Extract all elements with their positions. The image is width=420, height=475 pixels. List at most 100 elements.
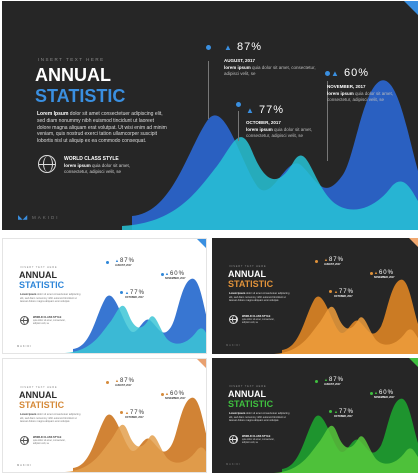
stat-percent: ▲ 87% (224, 41, 319, 53)
wave-chart (122, 80, 418, 230)
slide-corner (197, 239, 206, 248)
stat-date: AUGUST, 2017 (324, 263, 341, 266)
body-text: Lorem Ipsum dolor sit amet consectetuer … (229, 292, 291, 303)
drop-icon: ▲ (334, 289, 339, 294)
stat-date: OCTOBER, 2017 (246, 120, 281, 125)
drop-icon: ▲ (115, 378, 120, 383)
feature-title: WORLD CLASS STYLE (33, 436, 62, 439)
stat-60: ▲60% NOVEMBER, 2017 (374, 270, 416, 279)
slide-thumb-dark-green[interactable]: INSERT TEXT HERE ANNUAL STATISTIC Lorem … (212, 358, 418, 473)
body-bold: Lorem Ipsum (229, 412, 246, 415)
stat-date: NOVEMBER, 2017 (374, 276, 395, 279)
stat-text: lorem ipsum quia dolor sit amet, consect… (246, 127, 336, 139)
stat-percent-value: 60% (378, 270, 394, 276)
body-rest: dolor sit amet consectetuer adipiscing e… (229, 412, 290, 422)
stat-dot-77 (329, 290, 332, 293)
footer-brand: MAKIDI (226, 463, 241, 466)
stat-percent: ▲77% (334, 289, 376, 295)
stat-77: ▲77% OCTOBER, 2017 (125, 410, 167, 419)
drop-icon: ▲ (125, 410, 130, 415)
body-text: Lorem Ipsum dolor sit amet consectetuer … (37, 111, 169, 145)
stat-date: AUGUST, 2017 (224, 58, 256, 63)
drop-icon: ▲ (374, 270, 379, 275)
body-rest: dolor sit amet consectetuer adipiscing e… (20, 413, 81, 423)
stat-date: AUGUST, 2017 (115, 264, 132, 267)
footer-brand: MAKIDI (226, 344, 241, 347)
stat-percent: ▲77% (334, 409, 376, 415)
tag-text: INSERT TEXT HERE (38, 57, 105, 62)
drop-icon: ▲ (165, 271, 170, 276)
stat-dot-60 (161, 393, 164, 396)
stat-percent: ▲ 60% (325, 67, 415, 79)
stat-percent: ▲77% (125, 410, 167, 416)
stat-percent: ▲60% (374, 270, 416, 276)
stat-percent-value: 87% (328, 377, 344, 383)
slide-thumb-white-orange[interactable]: INSERT TEXT HERE ANNUAL STATISTIC Lorem … (2, 358, 207, 473)
stat-dot-77 (329, 410, 332, 413)
footer-brand: MAKIDI (32, 215, 60, 220)
slide-thumb-dark-orange[interactable]: INSERT TEXT HERE ANNUAL STATISTIC Lorem … (212, 238, 418, 354)
feature-text: quia dolor sit amet, consectetur, adipis… (33, 320, 66, 326)
stat-date: NOVEMBER, 2017 (165, 277, 186, 280)
stat-percent-value: 60% (169, 391, 185, 397)
body-text: Lorem Ipsum dolor sit amet consectetuer … (20, 293, 82, 304)
stat-dot-87 (106, 381, 109, 384)
body-text: Lorem Ipsum dolor sit amet consectetuer … (229, 412, 291, 423)
feature-title: WORLD CLASS STYLE (242, 435, 271, 438)
globe-icon (229, 315, 238, 324)
wave-chart (65, 278, 206, 353)
stat-77: ▲77% OCTOBER, 2017 (334, 409, 376, 418)
stat-dot-60 (370, 392, 373, 395)
globe-icon (20, 436, 29, 445)
stat-percent: ▲60% (165, 391, 206, 397)
title-annual: ANNUAL (35, 65, 111, 85)
stat-60: ▲ 60% NOVEMBER, 2017 lorem ipsum quia do… (325, 67, 415, 103)
globe-icon (38, 155, 56, 173)
stat-percent-value: 77% (258, 104, 285, 116)
stat-percent: ▲77% (125, 290, 167, 296)
stat-percent-value: 77% (338, 409, 354, 415)
slide-corner (404, 1, 418, 15)
globe-icon (229, 435, 238, 444)
stat-percent: ▲ 77% (246, 104, 336, 116)
slide-thumb-white-blue[interactable]: INSERT TEXT HERE ANNUAL STATISTIC Lorem … (2, 238, 207, 354)
stat-date: AUGUST, 2017 (115, 384, 132, 387)
stat-rest: quia dolor sit amet, consectetur, adipis… (246, 127, 313, 139)
stat-77: ▲ 77% OCTOBER, 2017 lorem ipsum quia dol… (246, 104, 336, 139)
tag-text: INSERT TEXT HERE (20, 266, 58, 269)
stat-bold: lorem ipsum (246, 127, 273, 132)
stat-percent-value: 87% (236, 41, 263, 53)
tag-text: INSERT TEXT HERE (229, 265, 267, 268)
stat-percent-value: 87% (119, 378, 135, 384)
wave-front (122, 137, 418, 230)
stat-text: lorem ipsum quia dolor sit amet, consect… (224, 65, 319, 77)
stat-pin-60 (327, 81, 328, 161)
stat-dot-60 (325, 71, 330, 76)
stat-60: ▲60% NOVEMBER, 2017 (374, 390, 416, 399)
stat-percent-value: 60% (343, 67, 370, 79)
title-statistic: STATISTIC (19, 280, 65, 290)
title-annual: ANNUAL (228, 389, 266, 399)
title-statistic: STATISTIC (228, 279, 274, 289)
drop-icon: ▲ (334, 409, 339, 414)
stat-percent: ▲60% (165, 271, 206, 277)
wave-front (65, 305, 206, 353)
drop-icon: ▲ (374, 390, 379, 395)
wave-chart (274, 398, 418, 473)
stat-77: ▲77% OCTOBER, 2017 (125, 290, 167, 299)
title-statistic: STATISTIC (228, 399, 274, 409)
stat-60: ▲60% NOVEMBER, 2017 (165, 391, 206, 400)
feature-text: lorem ipsum quia dolor sit amet, consect… (64, 163, 134, 175)
stat-87: ▲87% AUGUST, 2017 (115, 378, 160, 387)
stat-87: ▲ 87% AUGUST, 2017 lorem ipsum quia dolo… (224, 41, 319, 77)
stat-60: ▲60% NOVEMBER, 2017 (165, 271, 206, 280)
stat-87: ▲87% AUGUST, 2017 (324, 377, 369, 386)
stat-bold: lorem ipsum (224, 65, 251, 70)
body-bold: Lorem Ipsum (20, 413, 37, 416)
body-rest: dolor sit amet consectetuer adipiscing e… (229, 292, 290, 302)
feature-text: quia dolor sit amet, consectetur, adipis… (33, 440, 66, 446)
footer-brand: MAKIDI (17, 345, 32, 348)
stat-77: ▲77% OCTOBER, 2017 (334, 289, 376, 298)
slide-main[interactable]: INSERT TEXT HERE ANNUAL STATISTIC Lorem … (2, 1, 418, 230)
stat-87: ▲87% AUGUST, 2017 (324, 257, 369, 266)
